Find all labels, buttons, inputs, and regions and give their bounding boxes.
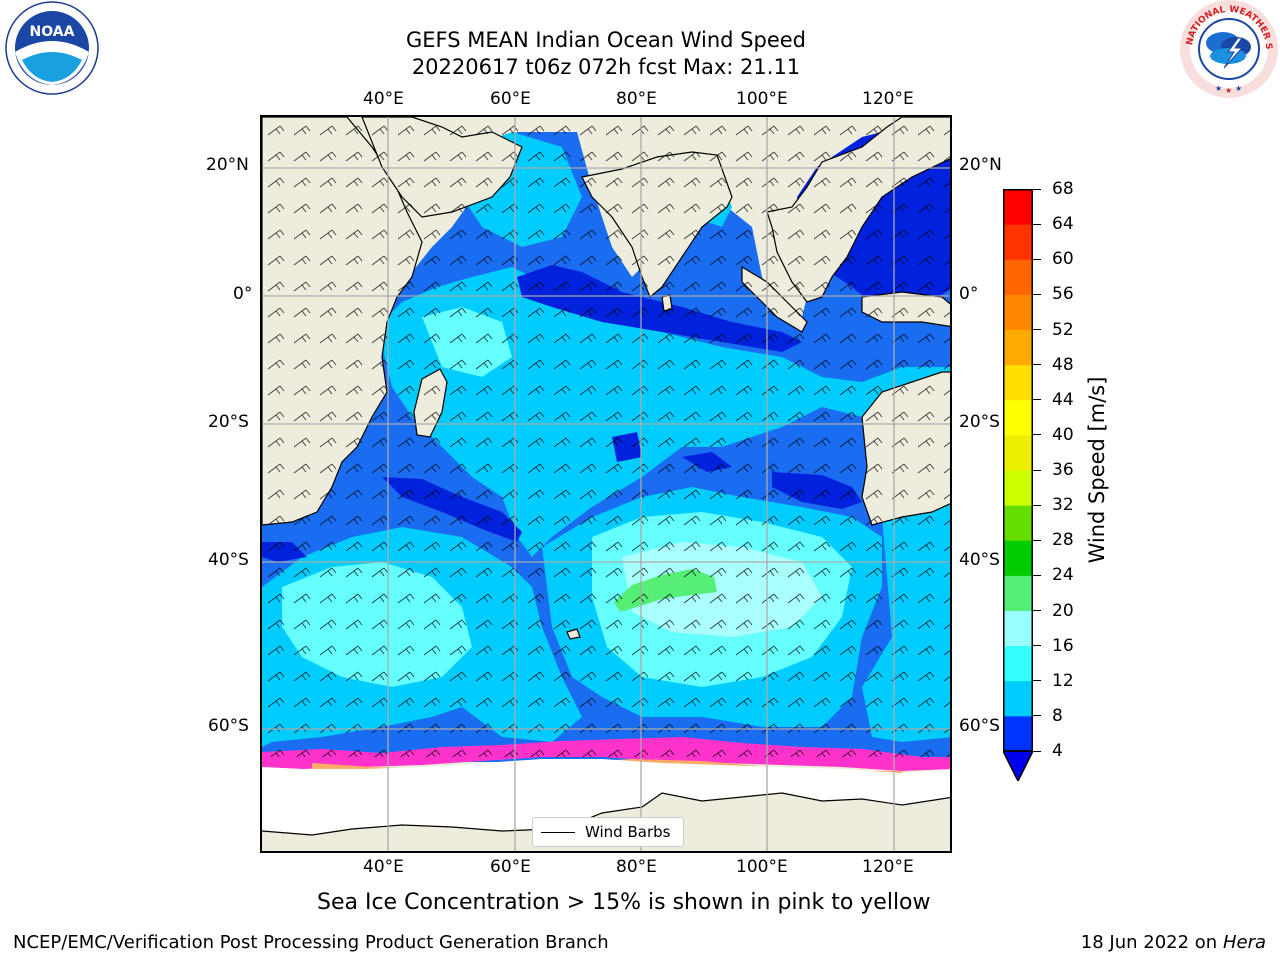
graticule (262, 117, 950, 851)
colorbar-tick-mark (1033, 715, 1041, 717)
colorbar-tick-label: 40 (1052, 424, 1074, 445)
footer-credit: NCEP/EMC/Verification Post Processing Pr… (13, 932, 609, 953)
star-icon: ★ (1215, 84, 1222, 93)
colorbar-tick-mark (1033, 680, 1041, 682)
sea-ice-note: Sea Ice Concentration > 15% is shown in … (317, 890, 931, 915)
colorbar-tick-mark (1033, 574, 1041, 576)
wind-barbs (262, 117, 950, 757)
lon-tick-top: 100°E (736, 89, 788, 109)
colorbar-segment (1003, 189, 1033, 225)
lat-tick-left: 20°N (206, 155, 249, 175)
colorbar-tick-label: 68 (1052, 179, 1074, 199)
star-icon: ★ (1225, 86, 1232, 95)
colorbar-tick-mark (1033, 539, 1041, 541)
colorbar-tick-label: 60 (1052, 249, 1074, 270)
colorbar-extend-arrow (1003, 750, 1033, 781)
colorbar-segment (1003, 575, 1033, 611)
colorbar-segment (1003, 610, 1033, 647)
colorbar-tick-mark (1033, 399, 1041, 401)
colorbar-tick-mark (1033, 610, 1041, 611)
colorbar-tick-mark (1033, 645, 1041, 647)
forecast-info: 20220617 t06z 072h fcst Max: 21.11 (411, 55, 801, 79)
colorbar-tick-label: 8 (1052, 705, 1063, 726)
lat-tick-left: 60°S (208, 716, 249, 736)
colorbar-tick-label: 64 (1052, 214, 1074, 235)
noaa-logo: NOAA (5, 1, 99, 95)
map-legend: Wind Barbs (532, 817, 684, 847)
lon-tick-bottom: 40°E (363, 857, 404, 877)
antarctica-coast (262, 792, 950, 836)
colorbar-segment (1003, 224, 1033, 260)
lat-tick-left: 0° (233, 284, 253, 304)
lat-tick-left: 40°S (208, 550, 249, 570)
colorbar-segment (1003, 470, 1033, 506)
lat-tick-right: 40°S (959, 550, 1000, 570)
colorbar-tick-mark (1033, 434, 1041, 436)
colorbar-tick-label: 16 (1052, 635, 1074, 656)
lon-tick-top: 40°E (363, 89, 404, 109)
colorbar-segment (1003, 259, 1033, 295)
colorbar-segment (1003, 680, 1033, 717)
noaa-logo-text: NOAA (30, 24, 75, 40)
colorbar-tick-label: 48 (1052, 354, 1074, 375)
colorbar-tick-mark (1033, 188, 1041, 190)
antarctica (262, 759, 950, 835)
colorbar-tick-mark (1033, 258, 1041, 260)
lat-tick-right: 0° (959, 284, 979, 304)
footer-date: 18 Jun 2022 on Hera (1081, 932, 1266, 953)
colorbar-tick-label: 28 (1052, 530, 1074, 551)
footer-date-text: 18 Jun 2022 on (1080, 932, 1218, 953)
colorbar-segment (1003, 505, 1033, 541)
map-title: GEFS MEAN Indian Ocean Wind Speed (405, 28, 807, 52)
colorbar-label: Wind Speed [m/s] (1085, 376, 1109, 564)
lat-tick-left: 20°S (208, 412, 249, 432)
colorbar-segment (1003, 434, 1033, 471)
colorbar-tick-label: 12 (1052, 670, 1074, 691)
colorbar-tick-label: 20 (1052, 600, 1074, 621)
colorbar-tick-label: 52 (1052, 319, 1074, 340)
colorbar-tick-mark (1033, 750, 1041, 752)
lon-tick-bottom: 80°E (616, 857, 657, 877)
colorbar-segment (1003, 540, 1033, 576)
lat-tick-right: 20°S (959, 412, 1000, 432)
lon-tick-bottom: 100°E (736, 857, 788, 877)
colorbar-tick-mark (1033, 469, 1041, 471)
colorbar-segment (1003, 715, 1033, 752)
colorbar-tick-mark (1033, 364, 1041, 366)
lon-tick-bottom: 60°E (490, 857, 531, 877)
lon-tick-top: 60°E (490, 89, 531, 109)
colorbar (1003, 189, 1033, 781)
colorbar-tick-mark (1033, 329, 1041, 330)
colorbar-tick-mark (1033, 223, 1041, 225)
wind-barb-legend-line (541, 831, 575, 833)
legend-label: Wind Barbs (585, 823, 671, 841)
wind-speed-map (260, 115, 952, 853)
colorbar-tick-label: 24 (1052, 565, 1074, 586)
colorbar-tick-mark (1033, 293, 1041, 295)
footer-machine: Hera (1222, 932, 1266, 953)
colorbar-segment (1003, 329, 1033, 366)
colorbar-outline (1003, 189, 1033, 752)
colorbar-segment (1003, 364, 1033, 401)
colorbar-segment (1003, 294, 1033, 330)
colorbar-segment (1003, 645, 1033, 682)
colorbar-tick-label: 44 (1052, 389, 1074, 410)
lon-tick-bottom: 120°E (862, 857, 914, 877)
colorbar-tick-mark (1033, 504, 1041, 506)
lon-tick-top: 80°E (616, 89, 657, 109)
lat-tick-right: 60°S (959, 716, 1000, 736)
colorbar-tick-label: 32 (1052, 495, 1074, 516)
colorbar-tick-label: 56 (1052, 284, 1074, 305)
lon-tick-top: 120°E (862, 89, 914, 109)
colorbar-tick-label: 36 (1052, 460, 1074, 480)
map-canvas (262, 117, 950, 851)
lat-tick-right: 20°N (959, 155, 1002, 175)
colorbar-segment (1003, 399, 1033, 436)
nws-logo: NATIONAL WEATHER SERVICE ★ ★ ★ (1178, 0, 1278, 98)
star-icon: ★ (1235, 84, 1242, 93)
colorbar-tick-label: 4 (1052, 741, 1063, 761)
